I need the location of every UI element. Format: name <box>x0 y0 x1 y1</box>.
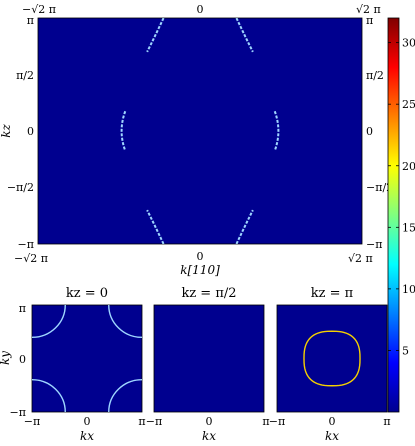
main-left-tick-0: 0 <box>27 125 34 138</box>
main-arc-4 <box>120 110 127 152</box>
main-top-tick-right: √2 π <box>356 3 381 16</box>
panel-kz0-xtick-left: −π <box>24 415 40 428</box>
main-panel: −√2 π 0 √2 π −√2 π 0 √2 π π π/2 0 −π/2 −… <box>0 3 393 277</box>
main-y-axis-label: kz <box>0 124 13 138</box>
panel-kz0-y-axis-label: ky <box>0 351 12 365</box>
panel-kz0-arc-3 <box>108 378 142 412</box>
panel-kzpi2-xtick-right: π <box>262 415 269 428</box>
panel-kz0-arc-2 <box>32 378 66 412</box>
main-right-tick-0: 0 <box>366 125 373 138</box>
panel-kz0-ytick-bottom: −π <box>10 406 26 419</box>
main-bottom-tick-right: √2 π <box>348 252 373 265</box>
main-arc-2 <box>146 209 165 244</box>
panel-kzpi-xtick-mid: 0 <box>329 415 336 428</box>
colorbar: 5 10 15 20 25 30 <box>387 17 415 413</box>
colorbar-tick-label-3: 20 <box>402 160 415 173</box>
colorbar-ticks: 5 10 15 20 25 30 <box>388 37 415 357</box>
panel-kzpi-title: kz = π <box>311 286 354 301</box>
panel-kzpi2: kz = π/2 −π 0 π kx <box>146 286 270 443</box>
panel-kz0-background <box>31 304 143 413</box>
main-left-tick-mpi: −π <box>18 238 34 251</box>
main-features <box>120 18 280 244</box>
panel-kzpi2-x-axis-label: kx <box>202 429 216 443</box>
panel-kzpi-features <box>303 330 361 387</box>
panel-kzpi2-background <box>153 304 265 413</box>
main-right-tick-mpi2: −π/2 <box>366 181 393 194</box>
main-arc-3 <box>235 209 254 244</box>
panel-kzpi-x-axis-label: kx <box>325 429 339 443</box>
main-bottom-tick-center: 0 <box>197 250 204 263</box>
colorbar-tick-label-1: 10 <box>402 283 415 296</box>
main-bottom-tick-left: −√2 π <box>14 252 48 265</box>
panel-kzpi: kz = π −π 0 π kx <box>269 286 391 443</box>
main-top-tick-left: −√2 π <box>22 3 56 16</box>
main-left-tick-pi2: π/2 <box>16 69 34 82</box>
colorbar-gradient <box>387 17 400 413</box>
panel-kz0-features <box>32 305 142 412</box>
main-right-tick-pi: π <box>366 14 373 27</box>
panel-kzpi-xtick-left: −π <box>269 415 285 428</box>
main-arc-0 <box>146 18 165 53</box>
main-left-tick-pi: π <box>27 14 34 27</box>
main-arc-1 <box>235 18 254 53</box>
panel-kzpi2-xtick-mid: 0 <box>206 415 213 428</box>
panel-kz0: kz = 0 π 0 −π ky −π 0 π kx <box>0 286 146 443</box>
panel-kzpi2-xtick-left: −π <box>146 415 162 428</box>
panel-kz0-xtick-right: π <box>138 415 145 428</box>
panel-kz0-title: kz = 0 <box>66 286 108 301</box>
panel-kzpi-xtick-right: π <box>383 415 390 428</box>
colorbar-tick-label-2: 15 <box>402 221 415 234</box>
panel-kzpi-background <box>276 304 388 413</box>
panel-kz0-ytick-mid: 0 <box>19 353 26 366</box>
main-arc-5 <box>273 110 280 152</box>
main-right-tick-mpi: −π <box>366 238 382 251</box>
main-right-tick-pi2: π/2 <box>366 69 384 82</box>
colorbar-tick-label-5: 30 <box>402 37 415 50</box>
main-heatmap-background <box>37 17 363 245</box>
panel-kzpi2-title: kz = π/2 <box>181 286 236 301</box>
colorbar-tick-label-0: 5 <box>402 344 409 357</box>
panel-kz0-xtick-mid: 0 <box>84 415 91 428</box>
main-top-tick-center: 0 <box>197 3 204 16</box>
colorbar-tick-label-4: 25 <box>402 98 415 111</box>
panel-kzpi-loop-0 <box>303 330 361 387</box>
main-left-tick-mpi2: −π/2 <box>7 181 34 194</box>
main-x-axis-label: k[110] <box>180 263 220 277</box>
panel-kz0-x-axis-label: kx <box>80 429 94 443</box>
panel-kz0-ytick-top: π <box>19 302 26 315</box>
